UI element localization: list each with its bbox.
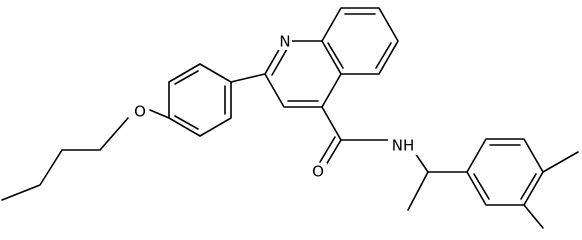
- double-bond: [174, 70, 199, 85]
- pyridine-ring: [264, 40, 342, 108]
- atom-labels: N O O NH: [131, 33, 418, 181]
- double-bond: [520, 173, 537, 200]
- double-bond: [473, 173, 490, 200]
- phenyl-ring: [466, 138, 544, 206]
- bond: [325, 139, 342, 166]
- bond: [230, 73, 266, 83]
- label-background: [388, 137, 418, 155]
- bond: [407, 171, 429, 211]
- bond: [321, 106, 342, 141]
- atom-label: NH: [392, 137, 415, 155]
- molecule-diagram: N O O NH: [1, 7, 579, 229]
- double-bond: [319, 136, 336, 163]
- label-background: [277, 33, 292, 50]
- bond: [414, 152, 429, 173]
- label-background: [309, 163, 327, 181]
- methyl: [542, 151, 579, 173]
- double-bond: [271, 48, 288, 76]
- benzo-ring: [321, 7, 399, 75]
- butyl-chain: [1, 117, 129, 201]
- atom-label: O: [312, 163, 324, 181]
- bond: [149, 109, 170, 119]
- bonds: [1, 7, 579, 229]
- double-bond: [375, 42, 392, 69]
- methyl: [523, 204, 544, 229]
- atom-label: N: [279, 33, 290, 51]
- double-bond: [174, 115, 199, 130]
- phenyl-ring: [168, 63, 232, 137]
- label-background: [131, 103, 149, 121]
- double-bond: [327, 42, 344, 69]
- atom-label: O: [134, 103, 146, 121]
